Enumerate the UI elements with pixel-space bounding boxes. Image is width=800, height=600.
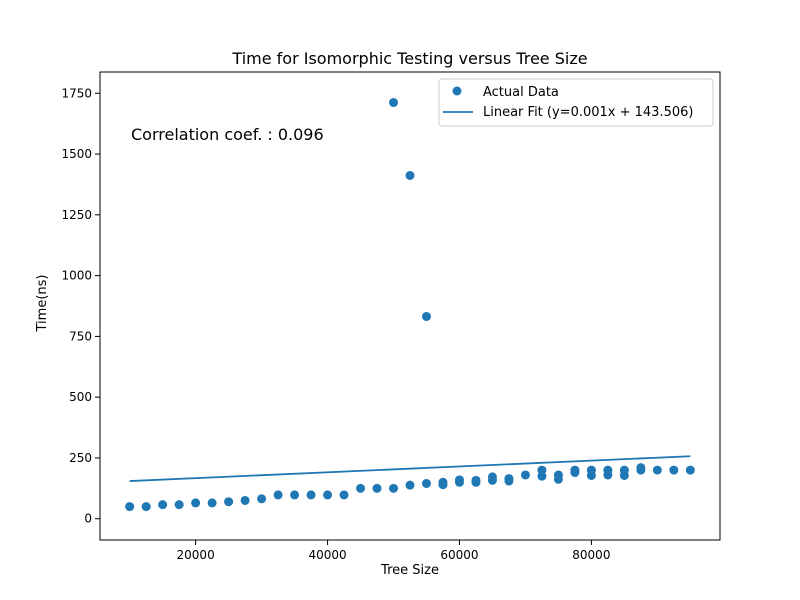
data-point-17: [389, 98, 399, 108]
data-point-14: [356, 483, 366, 493]
data-point-13: [339, 490, 349, 500]
data-point-5: [207, 498, 217, 508]
axes-frame: [99, 71, 721, 541]
data-point-32: [520, 470, 530, 480]
data-point-48: [669, 465, 679, 475]
data-point-1: [141, 502, 151, 512]
data-point-6: [224, 497, 234, 507]
data-point-2: [158, 500, 168, 510]
y-axis-label: Time(ns): [35, 275, 50, 333]
data-point-27: [471, 475, 481, 485]
data-point-18: [405, 480, 415, 490]
x-axis-label: Tree Size: [380, 563, 439, 578]
fit-line: [129, 455, 691, 482]
data-point-20: [421, 478, 431, 488]
data-point-25: [454, 475, 464, 485]
data-point-31: [504, 474, 514, 484]
data-point-46: [636, 463, 646, 473]
data-point-49: [685, 465, 695, 475]
legend-marker-actual-data: [452, 86, 462, 96]
y-tick-label-0: 0: [84, 512, 92, 526]
data-point-7: [240, 495, 250, 505]
data-point-8: [257, 494, 267, 504]
data-point-36: [553, 470, 563, 480]
correlation-annotation: Correlation coef. : 0.096: [131, 125, 324, 144]
legend-label-actual-data: Actual Data: [483, 85, 559, 100]
x-tick-label-60000: 60000: [440, 548, 478, 562]
data-point-16: [389, 483, 399, 493]
chart-title: Time for Isomorphic Testing versus Tree …: [231, 49, 587, 68]
data-point-23: [438, 477, 448, 487]
legend-label-linear-fit: Linear Fit (y=0.001x + 143.506): [483, 105, 693, 120]
x-tick-label-80000: 80000: [572, 548, 610, 562]
y-tick-label-500: 500: [69, 390, 92, 404]
data-point-15: [372, 483, 382, 493]
y-tick-label-250: 250: [69, 451, 92, 465]
data-point-12: [323, 490, 333, 500]
data-point-21: [421, 311, 431, 321]
data-point-11: [306, 490, 316, 500]
data-point-10: [290, 490, 300, 500]
x-tick-label-20000: 20000: [177, 548, 215, 562]
data-point-9: [273, 490, 283, 500]
y-tick-label-750: 750: [69, 329, 92, 343]
x-tick-label-40000: 40000: [308, 548, 346, 562]
y-tick-label-1000: 1000: [61, 269, 92, 283]
plot-area: 20000 40000 60000 80000 0 250 500 750 1000 1250 15…: [61, 71, 721, 562]
data-point-38: [570, 465, 580, 475]
data-point-47: [652, 465, 662, 475]
data-point-0: [125, 502, 135, 512]
data-point-3: [174, 500, 184, 510]
data-point-40: [586, 465, 596, 475]
data-point-44: [619, 465, 629, 475]
y-tick-label-1500: 1500: [61, 147, 92, 161]
data-point-42: [603, 465, 613, 475]
data-point-29: [487, 472, 497, 482]
data-point-4: [191, 498, 201, 508]
y-tick-label-1750: 1750: [61, 86, 92, 100]
legend-box: [438, 78, 714, 127]
data-point-34: [537, 465, 547, 475]
y-tick-label-1250: 1250: [61, 208, 92, 222]
data-point-19: [405, 170, 415, 180]
legend: Actual Data Linear Fit (y=0.001x + 143.5…: [438, 78, 714, 127]
